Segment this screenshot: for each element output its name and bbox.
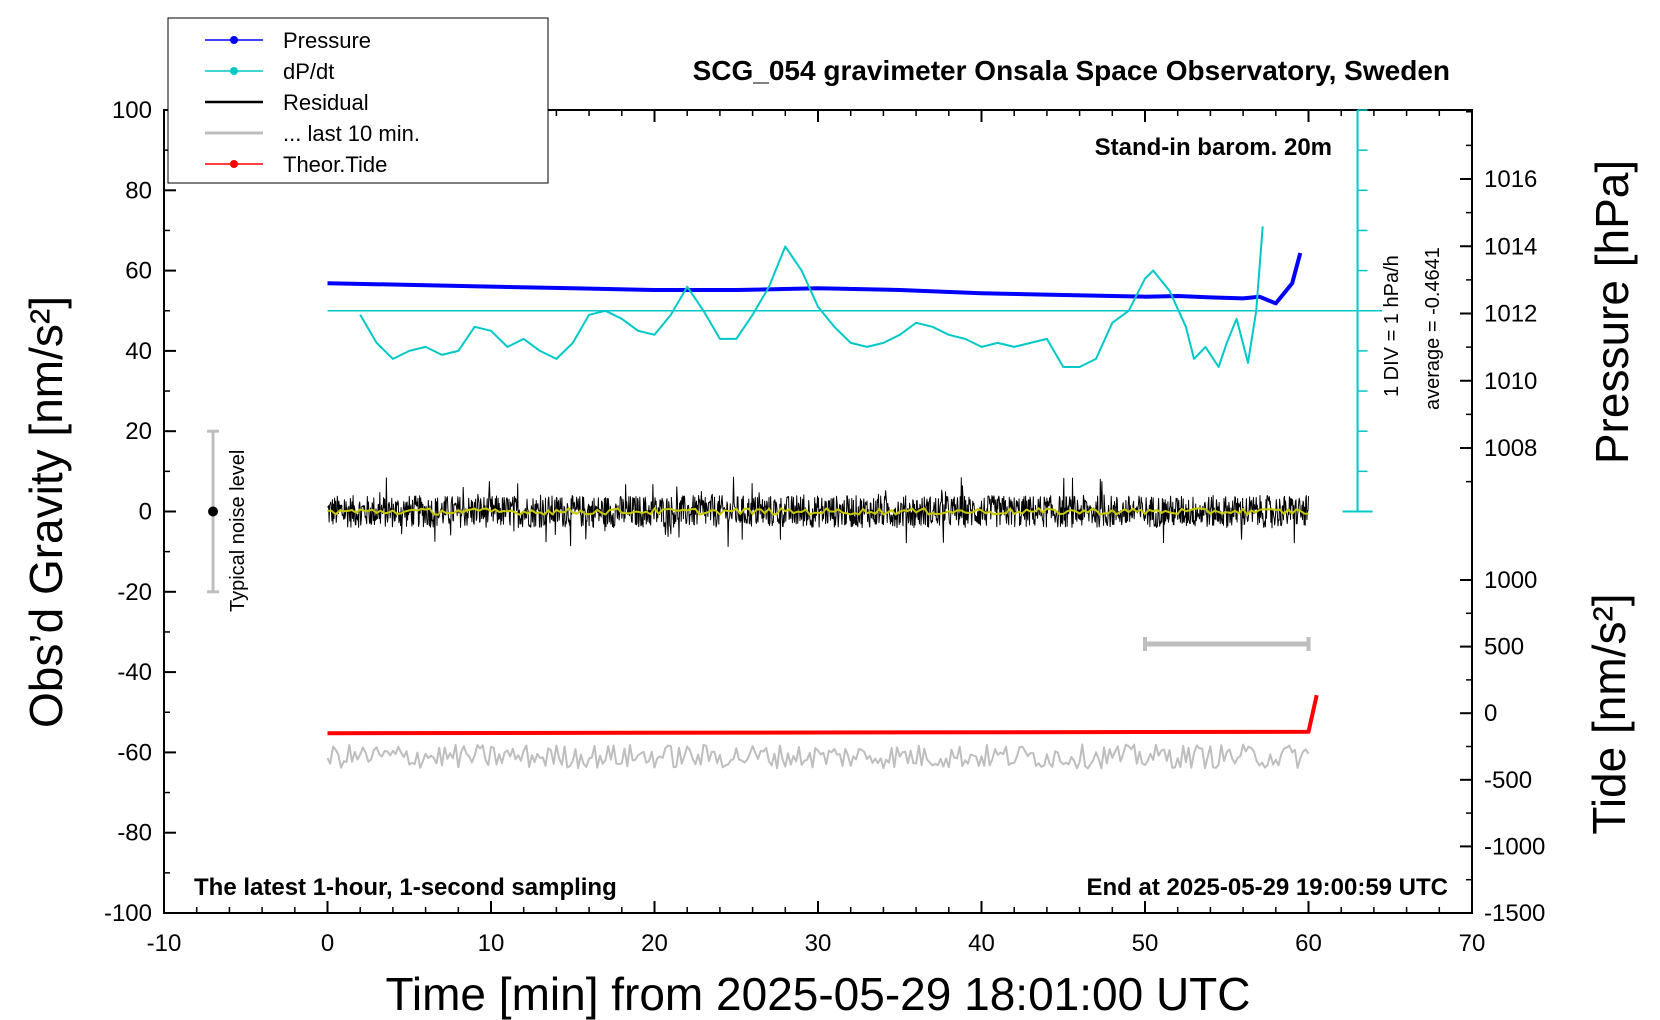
x-tick-label: 60 — [1295, 930, 1322, 957]
legend: Pressure dP/dt Residual ... last 10 min. The… — [167, 17, 549, 184]
x-tick-label: 70 — [1459, 930, 1486, 957]
dpdt-div-axis — [1342, 109, 1373, 513]
y-axis-title-tide: Tide [nm/s²] — [1583, 593, 1635, 834]
legend-entries: Pressure dP/dt Residual ... last 10 min. The… — [205, 28, 420, 177]
legend-marker — [230, 160, 238, 168]
y-tick-label: -60 — [117, 739, 152, 766]
noise-bar-dot — [208, 506, 219, 517]
pressure-tick-label: 1008 — [1484, 435, 1537, 462]
x-axis-title: Time [min] from 2025-05-29 18:01:00 UTC — [386, 968, 1251, 1020]
series-pressure — [327, 252, 1303, 306]
legend-label: Pressure — [283, 28, 371, 53]
series-dp-dt — [359, 226, 1264, 368]
legend-label: Theor.Tide — [283, 152, 387, 177]
legend-marker — [230, 67, 238, 75]
legend-label: dP/dt — [283, 59, 334, 84]
series-last-10-min — [326, 743, 1310, 770]
pressure-tick-label: 1014 — [1484, 233, 1537, 260]
end-at-note: End at 2025-05-29 19:00:59 UTC — [1087, 874, 1449, 901]
y-tick-label: 60 — [125, 258, 152, 285]
x-tick-label: 20 — [641, 930, 668, 957]
y-tick-label: -100 — [104, 900, 152, 927]
x-tick-label: 50 — [1132, 930, 1159, 957]
y-tick-label: 100 — [112, 97, 152, 124]
legend-label: ... last 10 min. — [283, 121, 420, 146]
y-axis-title-left: Obs’d Gravity [nm/s²] — [20, 296, 72, 728]
legend-label: Residual — [283, 90, 369, 115]
legend-marker — [230, 36, 238, 44]
div-note: 1 DIV = 1 hPa/h — [1381, 255, 1403, 397]
tide-tick-label: 500 — [1484, 634, 1524, 661]
y-tick-label: 20 — [125, 418, 152, 445]
y-tick-label: -40 — [117, 659, 152, 686]
y-tick-label: 0 — [139, 499, 152, 526]
pressure-tick-label: 1012 — [1484, 301, 1537, 328]
tide-tick-label: 0 — [1484, 700, 1497, 727]
y-tick-label: -20 — [117, 579, 152, 606]
x-tick-label: -10 — [147, 930, 182, 957]
y-axis-title-pressure: Pressure [hPa] — [1586, 160, 1638, 464]
chart-title: SCG_054 gravimeter Onsala Space Observat… — [693, 55, 1450, 86]
x-tick-label: 40 — [968, 930, 995, 957]
x-tick-label: 30 — [805, 930, 832, 957]
residual-average-line — [327, 506, 1309, 517]
latest-note: The latest 1-hour, 1-second sampling — [194, 874, 617, 901]
y-tick-label: 80 — [125, 177, 152, 204]
series-layer — [326, 226, 1319, 770]
x-axis-ticks: -10 0 10 20 30 40 50 60 70 — [147, 110, 1486, 957]
stand-in-note: Stand-in barom. 20m — [1095, 134, 1332, 161]
noise-note: Typical noise level — [227, 450, 249, 612]
noise-level-bar — [207, 429, 220, 594]
average-note: average = -0.4641 — [1422, 247, 1444, 410]
tide-tick-label: -1000 — [1484, 833, 1545, 860]
pressure-axis-ticks: 1008 1010 1012 1014 1016 — [1460, 111, 1537, 483]
y-tick-label: -80 — [117, 820, 152, 847]
tide-tick-label: -1500 — [1484, 900, 1545, 927]
y-axis-ticks: -100 -80 -60 -40 -20 0 20 40 60 80 100 — [104, 97, 176, 927]
pressure-tick-label: 1016 — [1484, 166, 1537, 193]
tide-tick-label: 1000 — [1484, 567, 1537, 594]
tide-tick-label: -500 — [1484, 767, 1532, 794]
pressure-tick-label: 1010 — [1484, 368, 1537, 395]
tide-axis-ticks: -1500 -1000 -500 0 500 1000 — [1460, 567, 1545, 927]
last-10-min-bar — [1143, 636, 1311, 651]
x-tick-label: 0 — [321, 930, 334, 957]
y-tick-label: 40 — [125, 338, 152, 365]
series-theor-tide — [327, 694, 1319, 736]
legend-box — [167, 17, 549, 184]
x-tick-label: 10 — [478, 930, 505, 957]
